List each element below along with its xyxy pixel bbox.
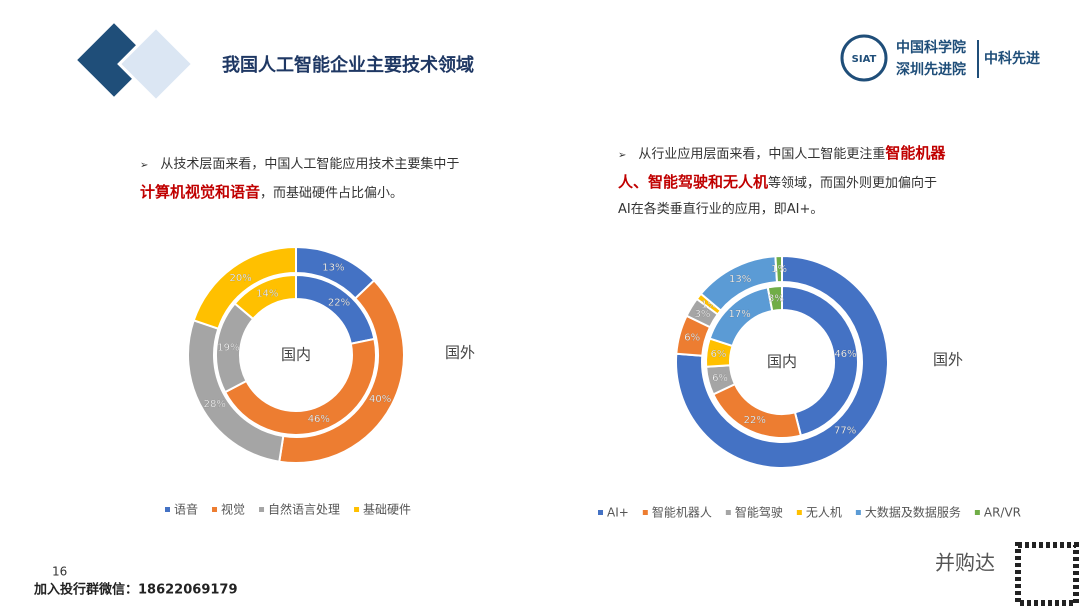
logo-brand: 中科先进	[984, 50, 1040, 67]
decor-diamond	[117, 25, 195, 103]
data-label: 46%	[834, 349, 856, 360]
data-label: 17%	[729, 309, 751, 320]
legend-label: AR/VR	[984, 506, 1021, 520]
legend-swatch	[855, 510, 861, 515]
legend-label: 自然语言处理	[268, 502, 340, 517]
bullet-text: 从技术层面来看，中国人工智能应用技术主要集中于	[160, 157, 460, 172]
contact: 加入投行群微信：18622069179	[33, 582, 238, 598]
donut-segment	[233, 273, 297, 321]
series-label: 国外	[445, 344, 475, 362]
logo	[840, 34, 888, 82]
donut-segment	[766, 284, 783, 313]
logo-mark: SIAT	[852, 54, 877, 65]
logo-text: 深圳先进院	[896, 61, 966, 78]
legend-swatch	[598, 510, 603, 515]
legend-swatch	[642, 510, 648, 515]
donut-segment	[781, 284, 859, 437]
bullet-marker: ➢	[618, 150, 627, 161]
data-label: 22%	[744, 415, 766, 426]
legend-label: 智能机器人	[652, 505, 712, 520]
highlight-text: 智能机器人、智能驾驶和无人机	[618, 144, 946, 191]
legend-label: 语音	[174, 502, 198, 517]
legend-label: AI+	[607, 506, 629, 520]
data-label: 77%	[834, 425, 856, 436]
series-label: 国内	[281, 346, 311, 364]
data-label: 6%	[684, 333, 700, 344]
bullet: ➢ 从行业应用层面来看，中国人工智能更注重智能机器人、智能驾驶和无人机等领域，而国…	[618, 140, 948, 223]
data-label: 1%	[771, 264, 787, 275]
legend-label: 大数据及数据服务	[865, 505, 961, 520]
logo-text: 中国科学院	[896, 39, 966, 56]
data-label: 3%	[768, 293, 784, 304]
donut-segment	[675, 254, 889, 469]
page-number: 16	[52, 565, 67, 579]
data-label: 20%	[230, 273, 252, 284]
donut-segment	[192, 245, 297, 330]
legend-label: 无人机	[806, 506, 842, 520]
series-label: 国内	[767, 353, 797, 371]
title: 我国人工智能企业主要技术领域	[222, 54, 474, 76]
data-label: 13%	[322, 263, 344, 274]
qr-code	[1015, 542, 1079, 606]
series-label: 国外	[933, 351, 963, 369]
data-label: 6%	[712, 373, 728, 384]
highlight-text: 计算机视觉和语音	[140, 183, 261, 201]
data-label: 46%	[308, 414, 330, 425]
data-label: 13%	[729, 274, 751, 285]
data-label: 14%	[256, 288, 278, 299]
watermark: 并购达	[935, 551, 995, 575]
legend-swatch	[354, 507, 360, 512]
donut-segment	[774, 254, 783, 284]
legend-label: 视觉	[221, 502, 245, 517]
bullet-marker: ➢	[140, 160, 149, 171]
data-label: 19%	[217, 343, 239, 354]
data-label: 3%	[695, 309, 711, 320]
bullet: ➢ 从技术层面来看，中国人工智能应用技术主要集中于计算机视觉和语音，而基础硬件占比…	[140, 152, 470, 207]
legend-swatch	[974, 510, 980, 515]
bullet-text: 从行业应用层面来看，中国人工智能更注重	[638, 147, 886, 162]
legend-label: 智能驾驶	[735, 505, 783, 520]
bullet-text: ，而基础硬件占比偏小。	[260, 186, 404, 201]
data-label: 28%	[204, 399, 226, 410]
legend-swatch	[165, 507, 170, 512]
bullet-text: 等领域，而国外则更加偏向于AI在各类垂直行业的应用，即AI+。	[618, 176, 938, 217]
legend-label: 基础硬件	[363, 503, 411, 517]
data-label: 22%	[328, 297, 350, 308]
donut-segment	[223, 337, 377, 436]
data-label: 1%	[701, 299, 717, 310]
legend-swatch	[259, 507, 265, 512]
data-label: 40%	[369, 394, 391, 405]
legend-swatch	[212, 507, 218, 512]
legend-swatch	[796, 510, 802, 515]
data-label: 6%	[711, 349, 727, 360]
legend-swatch	[725, 510, 731, 515]
